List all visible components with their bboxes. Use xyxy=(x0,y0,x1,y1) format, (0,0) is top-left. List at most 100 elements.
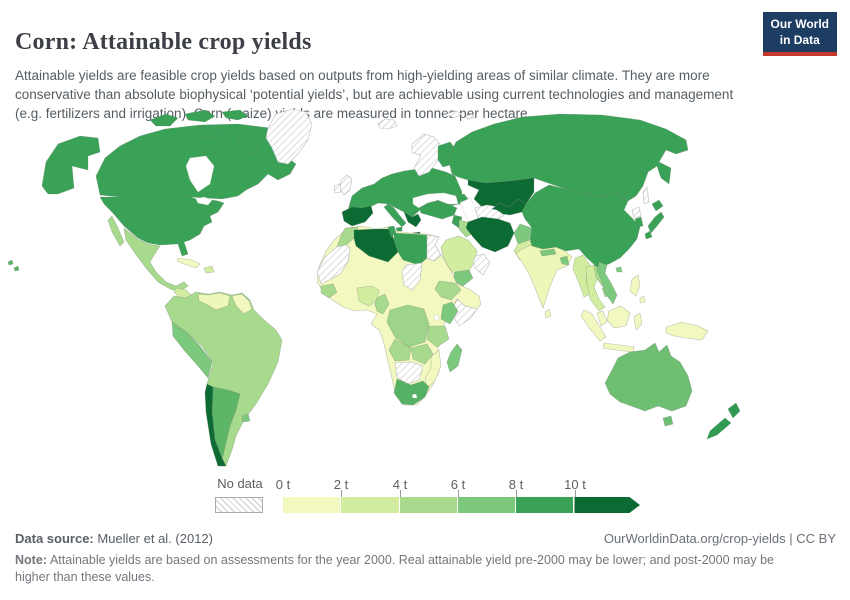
legend-no-data-label: No data xyxy=(217,476,263,491)
note-text: Note: Attainable yields are based on asse… xyxy=(15,553,774,585)
legend-tick-label-0: 0 t xyxy=(275,477,291,492)
region-greenland[interactable] xyxy=(265,108,313,165)
legend-tick-mark xyxy=(516,490,517,497)
black-sea xyxy=(412,192,459,209)
data-source-row: Data source: Mueller et al. (2012) xyxy=(15,531,213,546)
region-vietnam[interactable] xyxy=(596,261,618,305)
chart-subtitle: Attainable yields are feasible crop yiel… xyxy=(15,67,734,121)
region-south-africa[interactable] xyxy=(393,378,430,406)
legend-tick-mark xyxy=(400,490,401,497)
region-china[interactable] xyxy=(521,184,641,268)
region-namibia-botswana[interactable] xyxy=(394,361,424,385)
region-new-zealand[interactable] xyxy=(706,402,741,440)
region-indonesia[interactable] xyxy=(580,305,643,353)
region-malaysia[interactable] xyxy=(596,310,608,327)
region-chile[interactable] xyxy=(204,383,227,467)
legend-tick-label-2: 2 t xyxy=(333,477,349,492)
region-tanzania[interactable] xyxy=(426,325,450,348)
owid-logo-line2: in Data xyxy=(779,32,820,47)
region-egypt[interactable] xyxy=(426,234,442,262)
region-turkey[interactable] xyxy=(418,200,458,220)
region-philippines[interactable] xyxy=(629,274,646,304)
owid-logo-line1: Our World xyxy=(770,17,829,31)
region-australia[interactable] xyxy=(604,342,693,412)
region-norway-sweden[interactable] xyxy=(411,133,442,177)
legend-tick-label-8: 8 t xyxy=(508,477,524,492)
region-cameroon[interactable] xyxy=(374,293,390,315)
region-senegal-guinea[interactable] xyxy=(320,283,338,299)
region-oman[interactable] xyxy=(472,253,491,276)
region-algeria[interactable] xyxy=(353,228,399,263)
owid-url-license[interactable]: OurWorldinData.org/crop-yields | CC BY xyxy=(603,531,836,546)
region-argentina[interactable] xyxy=(211,386,241,459)
data-source-value[interactable]: Mueller et al. (2012) xyxy=(97,531,213,546)
region-kenya[interactable] xyxy=(440,301,459,325)
region-uruguay[interactable] xyxy=(241,413,251,423)
legend-segment-4-6[interactable] xyxy=(399,497,458,513)
legend-color-bar xyxy=(283,497,640,513)
region-western-sahara-mauritania[interactable] xyxy=(316,244,351,285)
region-iceland[interactable] xyxy=(377,118,398,130)
region-canada-arctic-islands[interactable] xyxy=(149,109,263,157)
great-lakes xyxy=(195,196,213,206)
lake-victoria xyxy=(433,314,440,321)
region-spain-portugal[interactable] xyxy=(341,205,374,227)
region-italy[interactable] xyxy=(383,203,407,232)
hudson-bay xyxy=(185,155,215,193)
region-sakhalin[interactable] xyxy=(642,186,650,205)
legend-tick-label-10: 10 t xyxy=(564,477,586,492)
legend-segment-0-2[interactable] xyxy=(283,497,342,513)
owid-logo[interactable]: Our World in Data xyxy=(762,12,837,57)
region-caucasus[interactable] xyxy=(455,193,469,203)
region-hawaii[interactable] xyxy=(7,259,20,272)
region-tasmania[interactable] xyxy=(662,415,674,427)
region-united-kingdom[interactable] xyxy=(339,174,353,196)
region-hispaniola[interactable] xyxy=(203,265,215,274)
region-afghanistan[interactable] xyxy=(513,223,533,245)
legend-segment-8-10[interactable] xyxy=(516,497,575,513)
region-russia[interactable] xyxy=(447,113,689,202)
region-hainan[interactable] xyxy=(615,266,623,273)
region-new-guinea[interactable] xyxy=(665,321,709,341)
region-united-states[interactable] xyxy=(99,196,225,257)
region-north-korea[interactable] xyxy=(631,206,642,219)
legend-segment-2-4[interactable] xyxy=(341,497,400,513)
region-peru[interactable] xyxy=(171,321,213,379)
legend-tick-mark xyxy=(575,490,576,497)
region-chad[interactable] xyxy=(401,262,423,291)
legend-segment-10-plus[interactable] xyxy=(574,497,640,513)
region-iran[interactable] xyxy=(465,216,515,253)
region-zambia-zimbabwe[interactable] xyxy=(410,343,434,365)
region-bangladesh[interactable] xyxy=(559,255,570,266)
region-madagascar[interactable] xyxy=(446,343,463,373)
legend-tick-label-4: 4 t xyxy=(392,477,408,492)
region-mozambique[interactable] xyxy=(424,349,442,389)
region-angola[interactable] xyxy=(388,338,412,362)
legend-segment-6-8[interactable] xyxy=(457,497,517,513)
legend-no-data-swatch[interactable] xyxy=(215,497,263,513)
region-south-korea[interactable] xyxy=(634,216,644,228)
region-mexico[interactable] xyxy=(107,215,189,291)
region-ireland[interactable] xyxy=(333,183,342,194)
world-map xyxy=(7,108,741,467)
data-source-label: Data source: xyxy=(15,531,94,546)
region-ethiopia[interactable] xyxy=(434,280,462,301)
page-title: Corn: Attainable crop yields xyxy=(15,29,312,56)
region-japan[interactable] xyxy=(644,199,665,240)
note-label: Note: xyxy=(15,553,47,567)
region-alaska[interactable] xyxy=(41,135,101,195)
region-svalbard[interactable] xyxy=(445,110,475,120)
legend-tick-mark xyxy=(458,490,459,497)
region-dr-congo[interactable] xyxy=(386,304,430,348)
region-south-america[interactable] xyxy=(164,291,283,467)
region-guyanas[interactable] xyxy=(231,293,253,315)
legend-tick-mark xyxy=(341,490,342,497)
region-venezuela[interactable] xyxy=(197,292,231,311)
region-cuba[interactable] xyxy=(176,257,201,269)
region-sri-lanka[interactable] xyxy=(544,308,552,319)
lesotho-hole xyxy=(411,393,418,399)
region-mongolia[interactable] xyxy=(559,191,611,212)
region-nepal[interactable] xyxy=(539,248,557,257)
legend-tick-label-6: 6 t xyxy=(450,477,466,492)
